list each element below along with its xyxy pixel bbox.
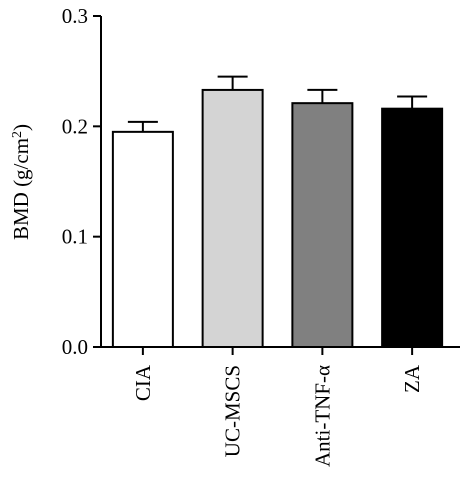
- bar-2: [291, 102, 354, 348]
- y-tick-label: 0.0: [62, 335, 88, 359]
- y-axis-title-close: ): [9, 124, 33, 131]
- category-label-2: Anti-TNF-α: [310, 365, 334, 467]
- y-axis-title: BMD (g/cm2): [9, 124, 33, 240]
- x-axis: [101, 346, 460, 355]
- y-axis-title-main: BMD (g/cm: [9, 138, 33, 240]
- y-axis: 0.0 0.1 0.2 0.3: [62, 4, 102, 359]
- y-tick-label: 0.3: [62, 4, 88, 28]
- y-tick-label: 0.2: [62, 114, 88, 138]
- bar-0: [111, 130, 174, 348]
- category-label-1: UC-MSCS: [221, 365, 245, 457]
- bars: [111, 88, 444, 349]
- category-label-3: ZA: [400, 364, 424, 393]
- bar-3: [381, 107, 444, 349]
- bar-1: [201, 88, 264, 348]
- error-bars: [127, 75, 428, 132]
- y-tick-label: 0.1: [62, 225, 88, 249]
- y-axis-title-sup: 2: [10, 131, 25, 138]
- category-labels: CIA UC-MSCS Anti-TNF-α ZA: [131, 364, 424, 467]
- category-label-0: CIA: [131, 364, 155, 401]
